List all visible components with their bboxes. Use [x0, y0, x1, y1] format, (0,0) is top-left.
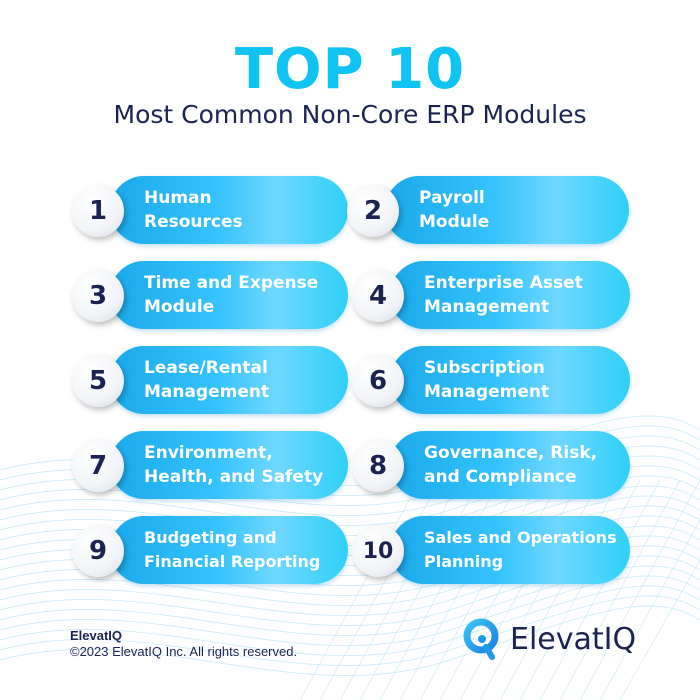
rank-badge: 3	[72, 270, 124, 322]
module-pill	[110, 346, 348, 414]
page-subtitle: Most Common Non-Core ERP Modules	[113, 100, 587, 129]
module-item-1: 1 Human Resources	[72, 176, 348, 244]
module-label: Subscription Management	[424, 358, 550, 402]
rank-badge: 1	[72, 185, 124, 237]
module-label: Enterprise Asset Management	[424, 273, 583, 317]
rank-badge: 7	[72, 440, 124, 492]
module-item-6: 6 Subscription Management	[352, 346, 630, 414]
module-label: Human Resources	[144, 188, 243, 232]
rank-badge: 10	[352, 525, 404, 577]
rank-badge: 6	[352, 355, 404, 407]
footer-brand: ElevatIQ	[70, 628, 123, 643]
module-label: Sales and Operations Planning	[424, 528, 617, 571]
module-label: Environment, Health, and Safety	[144, 443, 324, 487]
module-pill	[390, 346, 630, 414]
module-pill	[110, 176, 348, 244]
module-label: Governance, Risk, and Compliance	[424, 443, 598, 487]
module-item-10: 10 Sales and Operations Planning	[352, 516, 630, 584]
module-item-4: 4 Enterprise Asset Management	[352, 261, 630, 329]
module-item-2: 2 Payroll Module	[347, 176, 629, 244]
module-pill	[110, 516, 348, 584]
rank-badge: 2	[347, 185, 399, 237]
logo-text: ElevatIQ	[510, 621, 637, 657]
module-pill	[385, 176, 629, 244]
module-pill	[110, 431, 348, 499]
module-label: Budgeting and Financial Reporting	[144, 528, 321, 571]
elevatiq-logo: ElevatIQ	[462, 617, 636, 661]
module-label: Time and Expense Module	[144, 273, 319, 317]
footer-copyright: ©2023 ElevatIQ Inc. All rights reserved.	[70, 644, 298, 659]
module-item-5: 5 Lease/Rental Management	[72, 346, 348, 414]
module-item-9: 9 Budgeting and Financial Reporting	[72, 516, 348, 584]
module-item-7: 7 Environment, Health, and Safety	[72, 431, 348, 499]
q-logo-icon	[463, 618, 499, 660]
module-label: Payroll Module	[419, 188, 490, 232]
module-pill	[390, 431, 630, 499]
module-pill	[110, 261, 348, 329]
page-title: TOP 10	[234, 37, 466, 102]
rank-badge: 4	[352, 270, 404, 322]
module-item-3: 3 Time and Expense Module	[72, 261, 348, 329]
rank-badge: 9	[72, 525, 124, 577]
rank-badge: 5	[72, 355, 124, 407]
module-label: Lease/Rental Management	[144, 358, 270, 402]
module-pill	[390, 261, 630, 329]
module-pill	[390, 516, 630, 584]
module-item-8: 8 Governance, Risk, and Compliance	[352, 431, 630, 499]
rank-badge: 8	[352, 440, 404, 492]
